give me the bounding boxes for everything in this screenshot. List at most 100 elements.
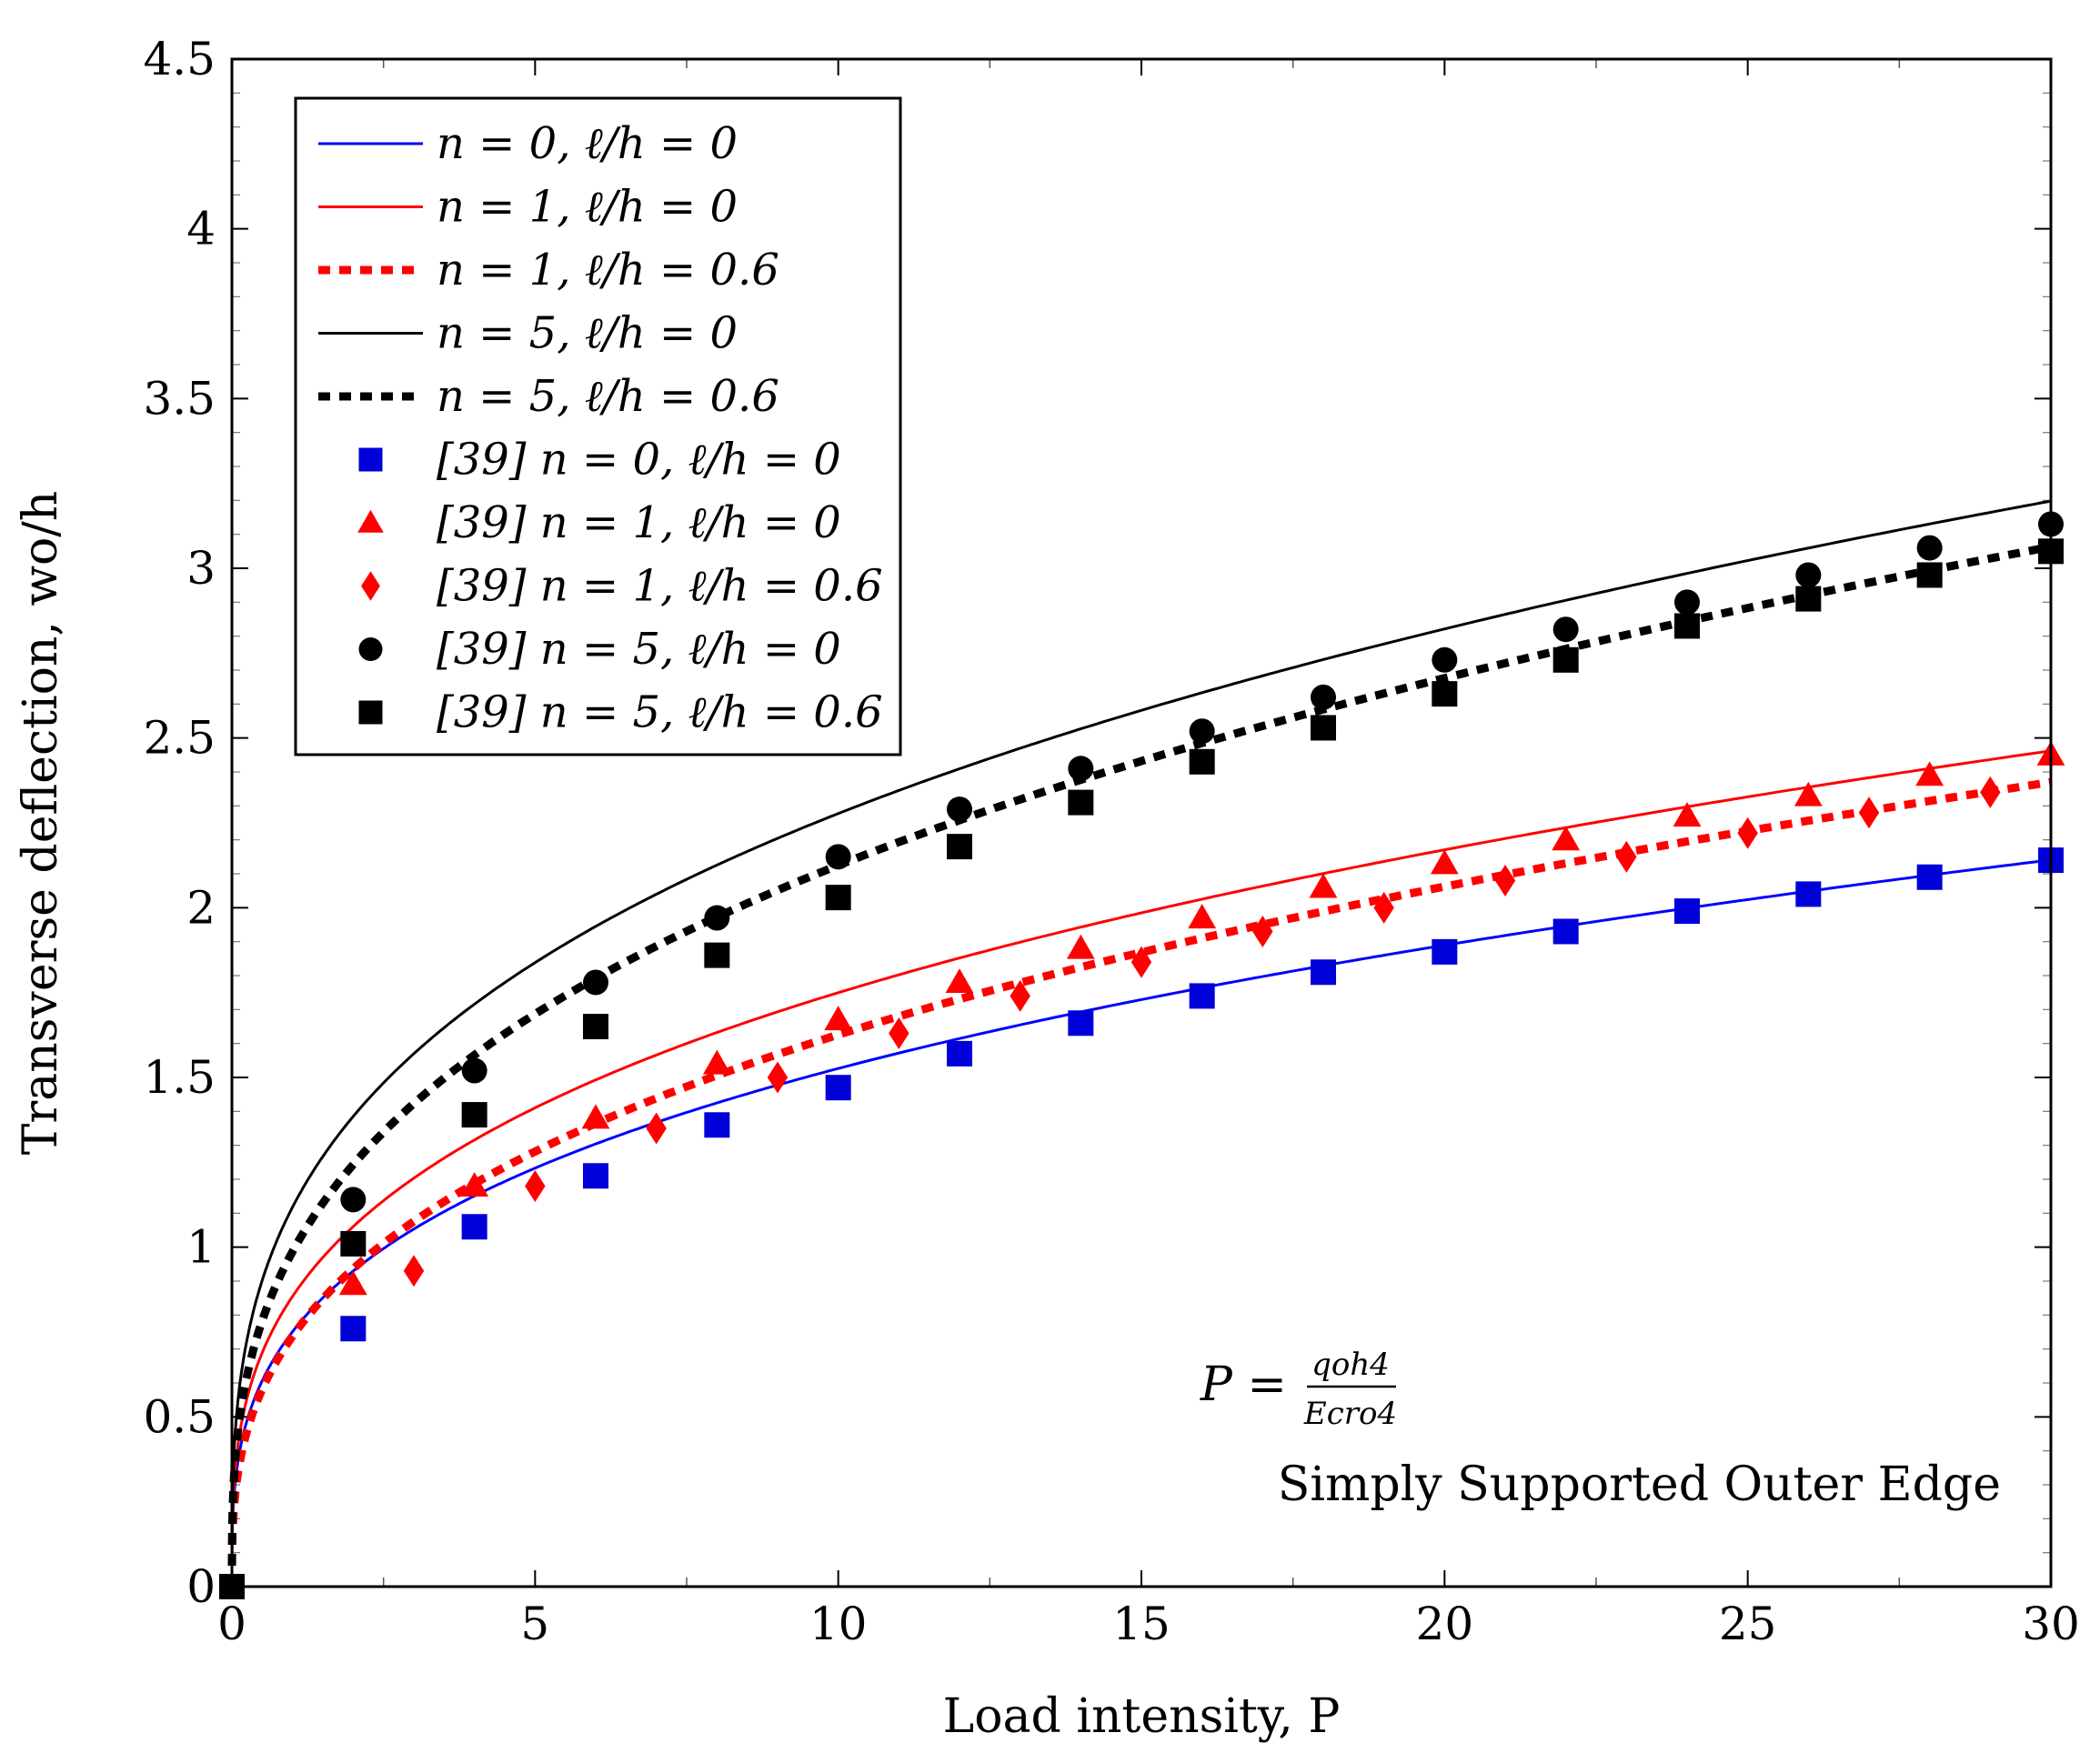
marker-square bbox=[704, 942, 730, 968]
curve-n-5-h-0-6 bbox=[227, 542, 2052, 1587]
tick-labels: 0 5 10 15 20 25 30 0 0.5 1 1.5 2 2.5 3 3.5 4 4.5 bbox=[143, 33, 2079, 1650]
marker-square bbox=[947, 1040, 972, 1067]
marker-triangle bbox=[1673, 802, 1702, 827]
legend-label: n = 1, ℓ/h = 0 bbox=[437, 182, 738, 233]
y-tick-label: 0.5 bbox=[143, 1390, 216, 1443]
series-markers bbox=[219, 511, 2065, 1599]
marker-square bbox=[1674, 898, 1700, 925]
marker-triangle bbox=[581, 1104, 610, 1129]
legend-label: n = 5, ℓ/h = 0 bbox=[437, 308, 738, 359]
marker-square bbox=[1552, 918, 1579, 945]
plot-frame bbox=[230, 57, 2053, 1588]
series-curves bbox=[227, 499, 2052, 1587]
y-axis-label: Transverse deflection, wo/h bbox=[14, 491, 68, 1156]
marker-square bbox=[583, 1163, 608, 1189]
marker-triangle bbox=[945, 968, 974, 994]
x-tick-label: 15 bbox=[1112, 1598, 1171, 1650]
curve-n-1-h-0 bbox=[230, 749, 2052, 1587]
marker-square bbox=[461, 1214, 487, 1240]
marker-square bbox=[461, 1102, 487, 1128]
y-tick-label: 3 bbox=[186, 542, 216, 595]
marker-circle bbox=[1552, 616, 1579, 643]
curve-n-0-h-0 bbox=[230, 858, 2052, 1587]
curve-n-1-h-0-6 bbox=[227, 777, 2052, 1587]
marker-circle bbox=[1189, 718, 1215, 745]
marker-square bbox=[1311, 959, 1336, 986]
marker-diamond bbox=[767, 1061, 789, 1094]
x-tick-label: 10 bbox=[809, 1598, 868, 1650]
x-tick-label: 5 bbox=[520, 1598, 549, 1650]
marker-triangle bbox=[1915, 761, 1944, 786]
marker-triangle bbox=[702, 1049, 731, 1075]
marker-circle bbox=[340, 1187, 367, 1213]
marker-diamond bbox=[1737, 816, 1758, 849]
legend-label: [39] n = 1, ℓ/h = 0 bbox=[437, 497, 841, 548]
formula-annotation: P = qoh4 Ecro4 bbox=[1200, 1347, 1397, 1432]
marker-diamond bbox=[403, 1255, 425, 1287]
marker-triangle bbox=[1188, 904, 1217, 929]
marker-square bbox=[1552, 646, 1579, 673]
marker-triangle bbox=[1430, 849, 1459, 875]
y-tick-label: 4.5 bbox=[143, 33, 216, 85]
marker-square bbox=[1916, 864, 1943, 890]
x-tick-label: 30 bbox=[2022, 1598, 2080, 1650]
formula-lhs: P = bbox=[1200, 1357, 1287, 1412]
marker-diamond bbox=[1130, 946, 1152, 978]
marker-circle bbox=[825, 844, 851, 870]
curve-n-5-h-0 bbox=[230, 499, 2052, 1587]
marker-square bbox=[1916, 562, 1943, 588]
x-axis-label: Load intensity, P bbox=[943, 1689, 1341, 1744]
marker-triangle bbox=[460, 1172, 489, 1197]
marker-circle bbox=[947, 796, 972, 823]
marker-diamond bbox=[1252, 915, 1273, 947]
legend-label: [39] n = 1, ℓ/h = 0.6 bbox=[437, 561, 883, 612]
marker-square bbox=[1068, 1010, 1094, 1037]
marker-diamond bbox=[1980, 776, 2001, 808]
marker-circle bbox=[1432, 646, 1458, 673]
y-tick-label: 4 bbox=[186, 203, 216, 255]
formula-numerator: qoh4 bbox=[1311, 1347, 1390, 1383]
marker-circle bbox=[461, 1057, 487, 1084]
marker-circle bbox=[583, 969, 608, 996]
support-note: Simply Supported Outer Edge bbox=[1278, 1457, 2001, 1512]
marker-square bbox=[1432, 681, 1458, 707]
y-tick-label: 1.5 bbox=[143, 1051, 216, 1104]
marker-square bbox=[340, 1230, 367, 1257]
legend-label: n = 5, ℓ/h = 0.6 bbox=[437, 371, 779, 422]
marker-square bbox=[1674, 613, 1700, 639]
marker-square bbox=[340, 1316, 367, 1342]
marker-circle bbox=[1795, 562, 1822, 588]
legend-label: [39] n = 5, ℓ/h = 0.6 bbox=[437, 687, 883, 738]
marker-square bbox=[583, 1014, 608, 1039]
legend-label: [39] n = 5, ℓ/h = 0 bbox=[437, 624, 841, 675]
marker-square bbox=[358, 447, 383, 472]
legend-label: n = 1, ℓ/h = 0.6 bbox=[437, 245, 779, 296]
y-tick-label: 3.5 bbox=[143, 372, 216, 425]
x-tick-label: 25 bbox=[1719, 1598, 1777, 1650]
marker-triangle bbox=[1066, 934, 1095, 959]
legend: n = 0, ℓ/h = 0 n = 1, ℓ/h = 0 n = 1, ℓ/h =… bbox=[294, 96, 902, 756]
marker-diamond bbox=[889, 1017, 909, 1049]
marker-square bbox=[1068, 789, 1094, 816]
x-tick-label: 0 bbox=[217, 1598, 246, 1650]
marker-triangle bbox=[1552, 826, 1581, 851]
marker-square bbox=[1795, 881, 1822, 907]
marker-triangle bbox=[1309, 873, 1338, 898]
marker-diamond bbox=[1010, 979, 1030, 1012]
marker-circle bbox=[358, 637, 383, 661]
y-tick-label: 2 bbox=[186, 881, 216, 934]
marker-triangle bbox=[338, 1270, 367, 1296]
y-tick-label: 0 bbox=[186, 1560, 216, 1613]
marker-square bbox=[1311, 715, 1336, 741]
marker-square bbox=[825, 1075, 851, 1101]
formula-denominator: Ecro4 bbox=[1303, 1396, 1397, 1432]
legend-label: n = 0, ℓ/h = 0 bbox=[437, 118, 738, 169]
marker-triangle bbox=[824, 1006, 853, 1031]
marker-circle bbox=[1916, 535, 1943, 561]
marker-square bbox=[947, 834, 972, 860]
marker-square bbox=[704, 1112, 730, 1138]
marker-circle bbox=[1311, 684, 1336, 710]
legend-label: [39] n = 0, ℓ/h = 0 bbox=[437, 435, 841, 486]
marker-diamond bbox=[1858, 796, 1880, 829]
